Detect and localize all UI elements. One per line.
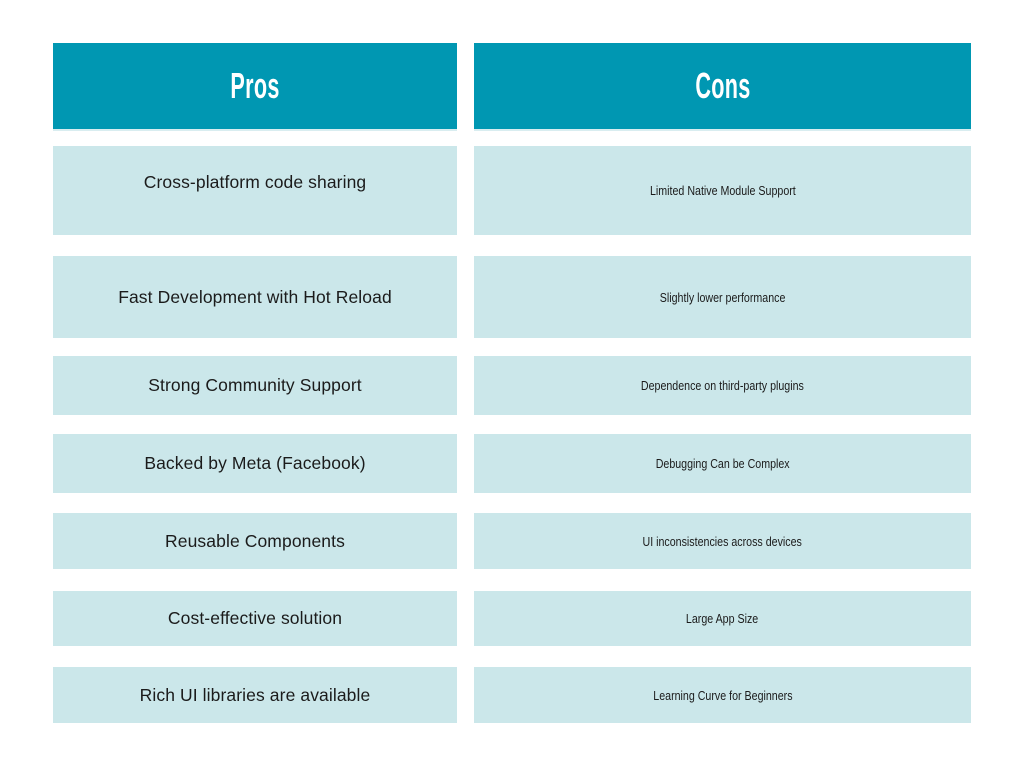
pros-header: Pros [53, 43, 457, 131]
pros-item-row: Backed by Meta (Facebook) [53, 434, 457, 493]
pros-item-row: Fast Development with Hot Reload [53, 256, 457, 338]
cons-item-row: Large App Size [474, 591, 971, 646]
pros-item-label: Backed by Meta (Facebook) [144, 453, 366, 473]
cons-item-row: Slightly lower performance [474, 256, 971, 338]
pros-item-label: Rich UI libraries are available [139, 684, 371, 705]
pros-header-label: Pros [230, 65, 280, 106]
pros-item-row: Rich UI libraries are available [53, 667, 457, 723]
cons-item-label: Dependence on third-party plugins [641, 378, 804, 393]
pros-item-row: Reusable Components [53, 513, 457, 569]
cons-item-label: Debugging Can be Complex [655, 456, 790, 471]
cons-item-label: Learning Curve for Beginners [652, 687, 793, 703]
pros-column: Pros Cross-platform code sharing Fast De… [53, 43, 457, 723]
cons-item-label: UI inconsistencies across devices [642, 533, 803, 549]
cons-header: Cons [474, 43, 971, 131]
pros-item-label: Strong Community Support [148, 375, 362, 395]
pros-item-label: Fast Development with Hot Reload [118, 286, 392, 307]
cons-item-row: Debugging Can be Complex [474, 434, 971, 493]
cons-item-row: Limited Native Module Support [474, 146, 971, 235]
cons-item-label: Slightly lower performance [659, 289, 786, 305]
pros-item-row: Cost-effective solution [53, 591, 457, 646]
pros-cons-table: Pros Cross-platform code sharing Fast De… [53, 43, 971, 723]
cons-column: Cons Limited Native Module Support Sligh… [474, 43, 971, 723]
pros-item-label: Reusable Components [165, 530, 345, 551]
pros-item-label: Cost-effective solution [167, 608, 343, 628]
cons-header-label: Cons [694, 65, 751, 106]
cons-item-label: Limited Native Module Support [649, 183, 796, 198]
cons-item-label: Large App Size [686, 611, 759, 626]
cons-item-row: UI inconsistencies across devices [474, 513, 971, 569]
pros-item-row: Cross-platform code sharing [53, 146, 457, 235]
cons-item-row: Learning Curve for Beginners [474, 667, 971, 723]
pros-item-label: Cross-platform code sharing [143, 172, 367, 192]
pros-item-row: Strong Community Support [53, 356, 457, 415]
cons-item-row: Dependence on third-party plugins [474, 356, 971, 415]
